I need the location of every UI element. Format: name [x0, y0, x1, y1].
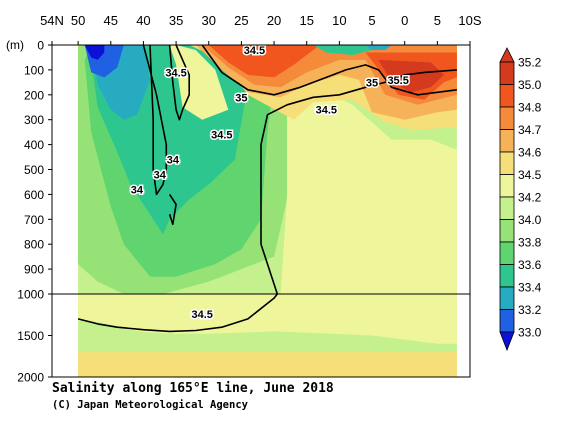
x-tick-label-0: 0	[401, 13, 408, 28]
colorbar-label-34-7: 34.7	[518, 123, 542, 137]
colorbar-swatch-34-5	[499, 174, 515, 198]
colorbar-swatch-33-6	[499, 264, 515, 288]
colorbar-label-34-0: 34.0	[518, 213, 542, 227]
y-tick-label-400: 400	[24, 138, 44, 152]
colorbar-legend: 35.2 35.0 34.8 34.7 34.6 34.5 34.2 34.0 33.8 33.6…	[499, 47, 542, 352]
colorbar-top-arrow	[499, 47, 515, 63]
x-tick-label-40: 40	[136, 13, 150, 28]
salinity-region-10	[78, 352, 457, 377]
chart-credit: (C) Japan Meteorological Agency	[52, 399, 248, 411]
contour-label-3: 35	[366, 77, 378, 89]
contour-label-5: 34.5	[316, 105, 337, 117]
salinity-fill-layer	[78, 45, 457, 377]
y-tick-label-100: 100	[24, 63, 44, 77]
colorbar-swatch-33-4	[499, 286, 515, 310]
colorbar-bottom-arrow	[499, 331, 515, 352]
isoline-34-0-5	[168, 193, 177, 226]
colorbar-label-33-2: 33.2	[518, 303, 542, 317]
colorbar-swatch-34-8	[499, 106, 515, 130]
contour-label-1: 34.5	[165, 67, 186, 79]
isoline-35-0-3	[201, 45, 458, 96]
x-tick-label-10S: 10S	[458, 13, 481, 28]
contour-label-0: 34.5	[244, 45, 265, 57]
colorbar-swatch-33-8	[499, 241, 515, 265]
x-tick-label-54N: 54N	[40, 13, 64, 28]
contour-label-9: 34	[131, 184, 144, 196]
colorbar-swatch-34-2	[499, 196, 515, 220]
contour-label-4: 35.5	[387, 75, 408, 87]
colorbar-swatch-35-0	[499, 84, 515, 108]
isoline-34-5-0	[168, 45, 190, 121]
isoline-34-0-1	[142, 45, 168, 196]
depth-axis: 0 100 200 300 400 500 600 700 800 900 1000 1500 2000	[17, 39, 52, 385]
isoline-layer	[77, 45, 458, 333]
isoline-34-5-2	[260, 69, 457, 295]
colorbar-label-34-2: 34.2	[518, 191, 542, 205]
y-tick-label-2000: 2000	[17, 371, 44, 385]
y-tick-label-300: 300	[24, 113, 44, 127]
colorbar-label-33-8: 33.8	[518, 236, 542, 250]
colorbar-label-35-0: 35.0	[518, 78, 542, 92]
x-tick-label-50: 50	[71, 13, 85, 28]
salinity-region-16	[313, 45, 386, 55]
colorbar-label-34-6: 34.6	[518, 146, 542, 160]
colorbar-label-34-5: 34.5	[518, 168, 542, 182]
x-tick-label-35: 35	[169, 13, 183, 28]
x-tick-label-20: 20	[267, 13, 281, 28]
contour-label-6: 34.5	[211, 130, 232, 142]
y-tick-label-700: 700	[24, 213, 44, 227]
x-tick-label-10: 10	[332, 13, 346, 28]
y-tick-label-500: 500	[24, 163, 44, 177]
y-tick-label-0: 0	[37, 39, 44, 53]
salinity-region-17	[365, 45, 392, 50]
colorbar-label-33-6: 33.6	[518, 258, 542, 272]
y-tick-label-1500: 1500	[17, 329, 44, 343]
chart-title: Salinity along 165°E line, June 2018	[52, 381, 334, 396]
salinity-region-15	[378, 59, 444, 93]
colorbar-label-33-0: 33.0	[518, 326, 542, 340]
y-tick-label-1000: 1000	[17, 288, 44, 302]
colorbar-label-34-8: 34.8	[518, 101, 542, 115]
contour-label-8: 34	[154, 169, 167, 181]
contour-label-2: 35	[235, 92, 247, 104]
y-tick-label-800: 800	[24, 238, 44, 252]
y-tick-label-200: 200	[24, 88, 44, 102]
colorbar-swatch-34-7	[499, 129, 515, 153]
depth-unit-label: (m)	[6, 38, 24, 52]
colorbar-swatch-34-0	[499, 219, 515, 243]
x-tick-label-25: 25	[234, 13, 248, 28]
y-tick-label-600: 600	[24, 188, 44, 202]
x-tick-label-45: 45	[104, 13, 118, 28]
plot-frame	[51, 44, 471, 378]
salinity-region-13	[208, 45, 320, 78]
x-tick-label-15: 15	[299, 13, 313, 28]
contour-label-7: 34	[167, 155, 180, 167]
colorbar-label-33-4: 33.4	[518, 281, 542, 295]
colorbar-swatch-35-2	[499, 61, 515, 85]
x-tick-label-5: 5	[368, 13, 375, 28]
x-tick-label-30: 30	[202, 13, 216, 28]
y-tick-label-900: 900	[24, 263, 44, 277]
colorbar-swatch-34-6	[499, 151, 515, 175]
colorbar-label-35-2: 35.2	[518, 56, 542, 70]
salinity-region-8	[78, 45, 457, 344]
colorbar-swatch-33-2	[499, 309, 515, 333]
salinity-region-6	[84, 45, 105, 60]
contour-label-10: 34.5	[192, 309, 213, 321]
x-tick-label-5: 5	[434, 13, 441, 28]
latitude-axis: 54N 50 45 40 35 30 25 20 15 10 5 0 5 10S	[40, 13, 482, 45]
isoline-34-5-4	[77, 293, 278, 333]
